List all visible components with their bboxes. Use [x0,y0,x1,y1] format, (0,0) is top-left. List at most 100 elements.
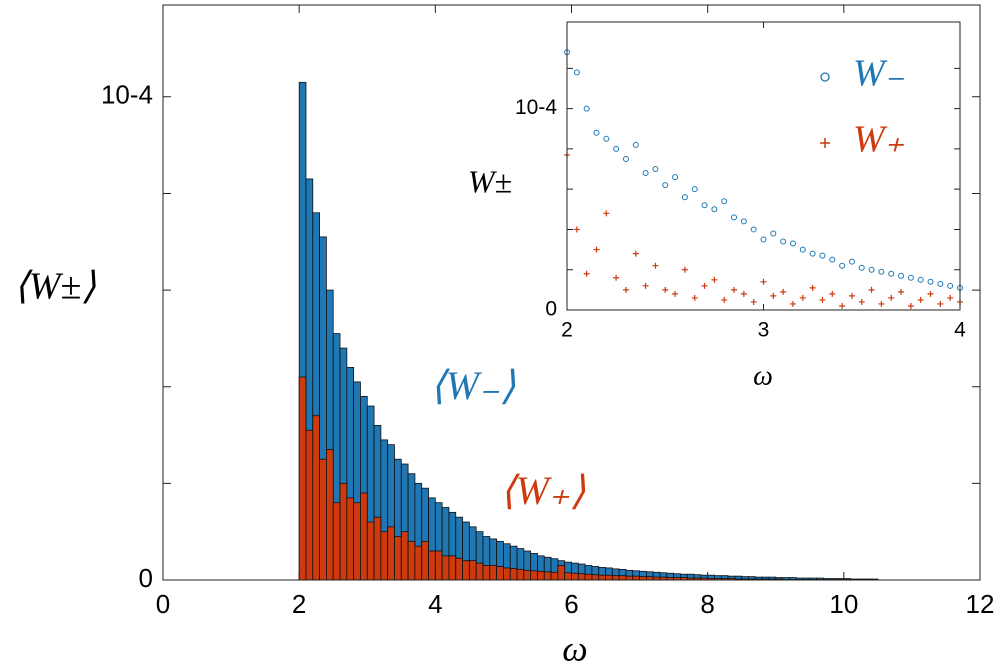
x-tick-label: 4 [428,589,442,619]
point [622,155,629,162]
point [691,294,698,301]
y-tick-label: 10-4 [101,80,153,110]
point [878,300,885,307]
point [917,296,924,303]
bar [577,573,586,581]
bar [611,575,620,581]
y-axis-label: ⟨W±⟩ [14,266,96,308]
bar [380,531,389,581]
point [809,250,816,257]
point [937,300,944,307]
bar [496,566,504,581]
point [819,296,826,303]
bar [448,555,457,581]
bar [394,536,402,581]
point [927,278,934,285]
bar [625,575,634,581]
point [681,266,688,273]
point [711,276,718,283]
x-tick-label: 4 [954,319,966,342]
bar [584,573,593,581]
bar [441,555,450,581]
bar [434,550,443,581]
point [691,186,698,193]
x-tick-label: 10 [829,589,858,619]
bar [523,569,532,581]
bar [332,502,341,581]
point [819,252,826,259]
y-axis-label: W± [468,163,512,199]
point [662,286,669,293]
y-tick-label: 0 [139,563,153,593]
x-axis-label: ω [753,360,773,391]
x-tick-label: 2 [561,319,573,342]
y-tick-label: 10-4 [515,96,557,119]
point [593,246,600,253]
bar [421,540,429,581]
point [770,292,777,299]
point [829,290,836,297]
point [613,274,620,281]
bar [468,560,477,581]
series-label: ⟨W₋⟩ [430,363,516,408]
bar [571,572,579,581]
bar [373,516,382,581]
point [701,202,708,209]
point [858,264,865,271]
point [789,300,796,307]
bar [564,572,572,581]
point [839,302,846,309]
point [740,290,747,297]
point [642,282,649,289]
point [583,105,590,112]
bar [618,575,627,581]
point [721,296,728,303]
point [760,278,767,285]
bar [414,545,423,581]
x-tick-label: 12 [966,589,995,619]
point [868,266,875,273]
point [632,250,639,257]
bar [557,565,566,581]
bar [407,540,416,581]
bar [530,570,538,581]
bar [645,576,654,581]
point [888,294,895,301]
point [780,288,787,295]
bar [455,557,463,581]
point [888,270,895,277]
point [632,141,639,148]
bar [503,567,511,581]
legend-marker [820,72,830,82]
bar [339,482,348,581]
point [740,218,747,225]
point [701,282,708,289]
point [662,182,669,189]
point [898,288,905,295]
bar [366,521,375,581]
bar [550,571,559,581]
legend-label: W₊ [853,119,905,161]
point [731,214,738,221]
point [947,294,954,301]
point [917,276,924,283]
point [937,280,944,287]
point [829,256,836,263]
point [622,286,629,293]
point [780,238,787,245]
point [583,270,590,277]
point [573,226,580,233]
x-axis-label: ω [562,628,587,668]
bar [543,571,552,581]
point [652,166,659,173]
x-tick-label: 3 [758,319,770,342]
x-tick-label: 8 [700,589,714,619]
point [672,290,679,297]
point [760,236,767,243]
bar [346,497,355,581]
point [848,258,855,265]
bar [325,449,334,581]
bar [462,560,470,581]
bar [605,574,613,581]
